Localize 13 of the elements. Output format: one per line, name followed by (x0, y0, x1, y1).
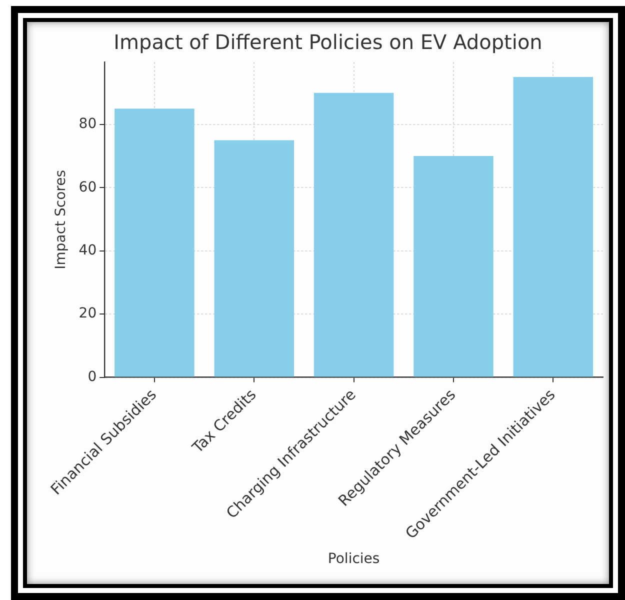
bar (414, 156, 494, 377)
y-tick-label: 80 (78, 116, 97, 132)
y-tick-label: 0 (88, 368, 97, 385)
y-tick-label: 20 (78, 306, 97, 322)
x-axis-title: Policies (328, 551, 380, 568)
y-tick-label: 60 (78, 179, 97, 196)
bar (314, 92, 394, 377)
chart-title: Impact of Different Policies on EV Adoption (114, 30, 542, 54)
bar (214, 140, 294, 377)
bar (114, 108, 194, 377)
y-axis-title: Impact Scores (53, 170, 70, 270)
bar (513, 77, 594, 377)
y-tick-label: 40 (78, 242, 97, 259)
